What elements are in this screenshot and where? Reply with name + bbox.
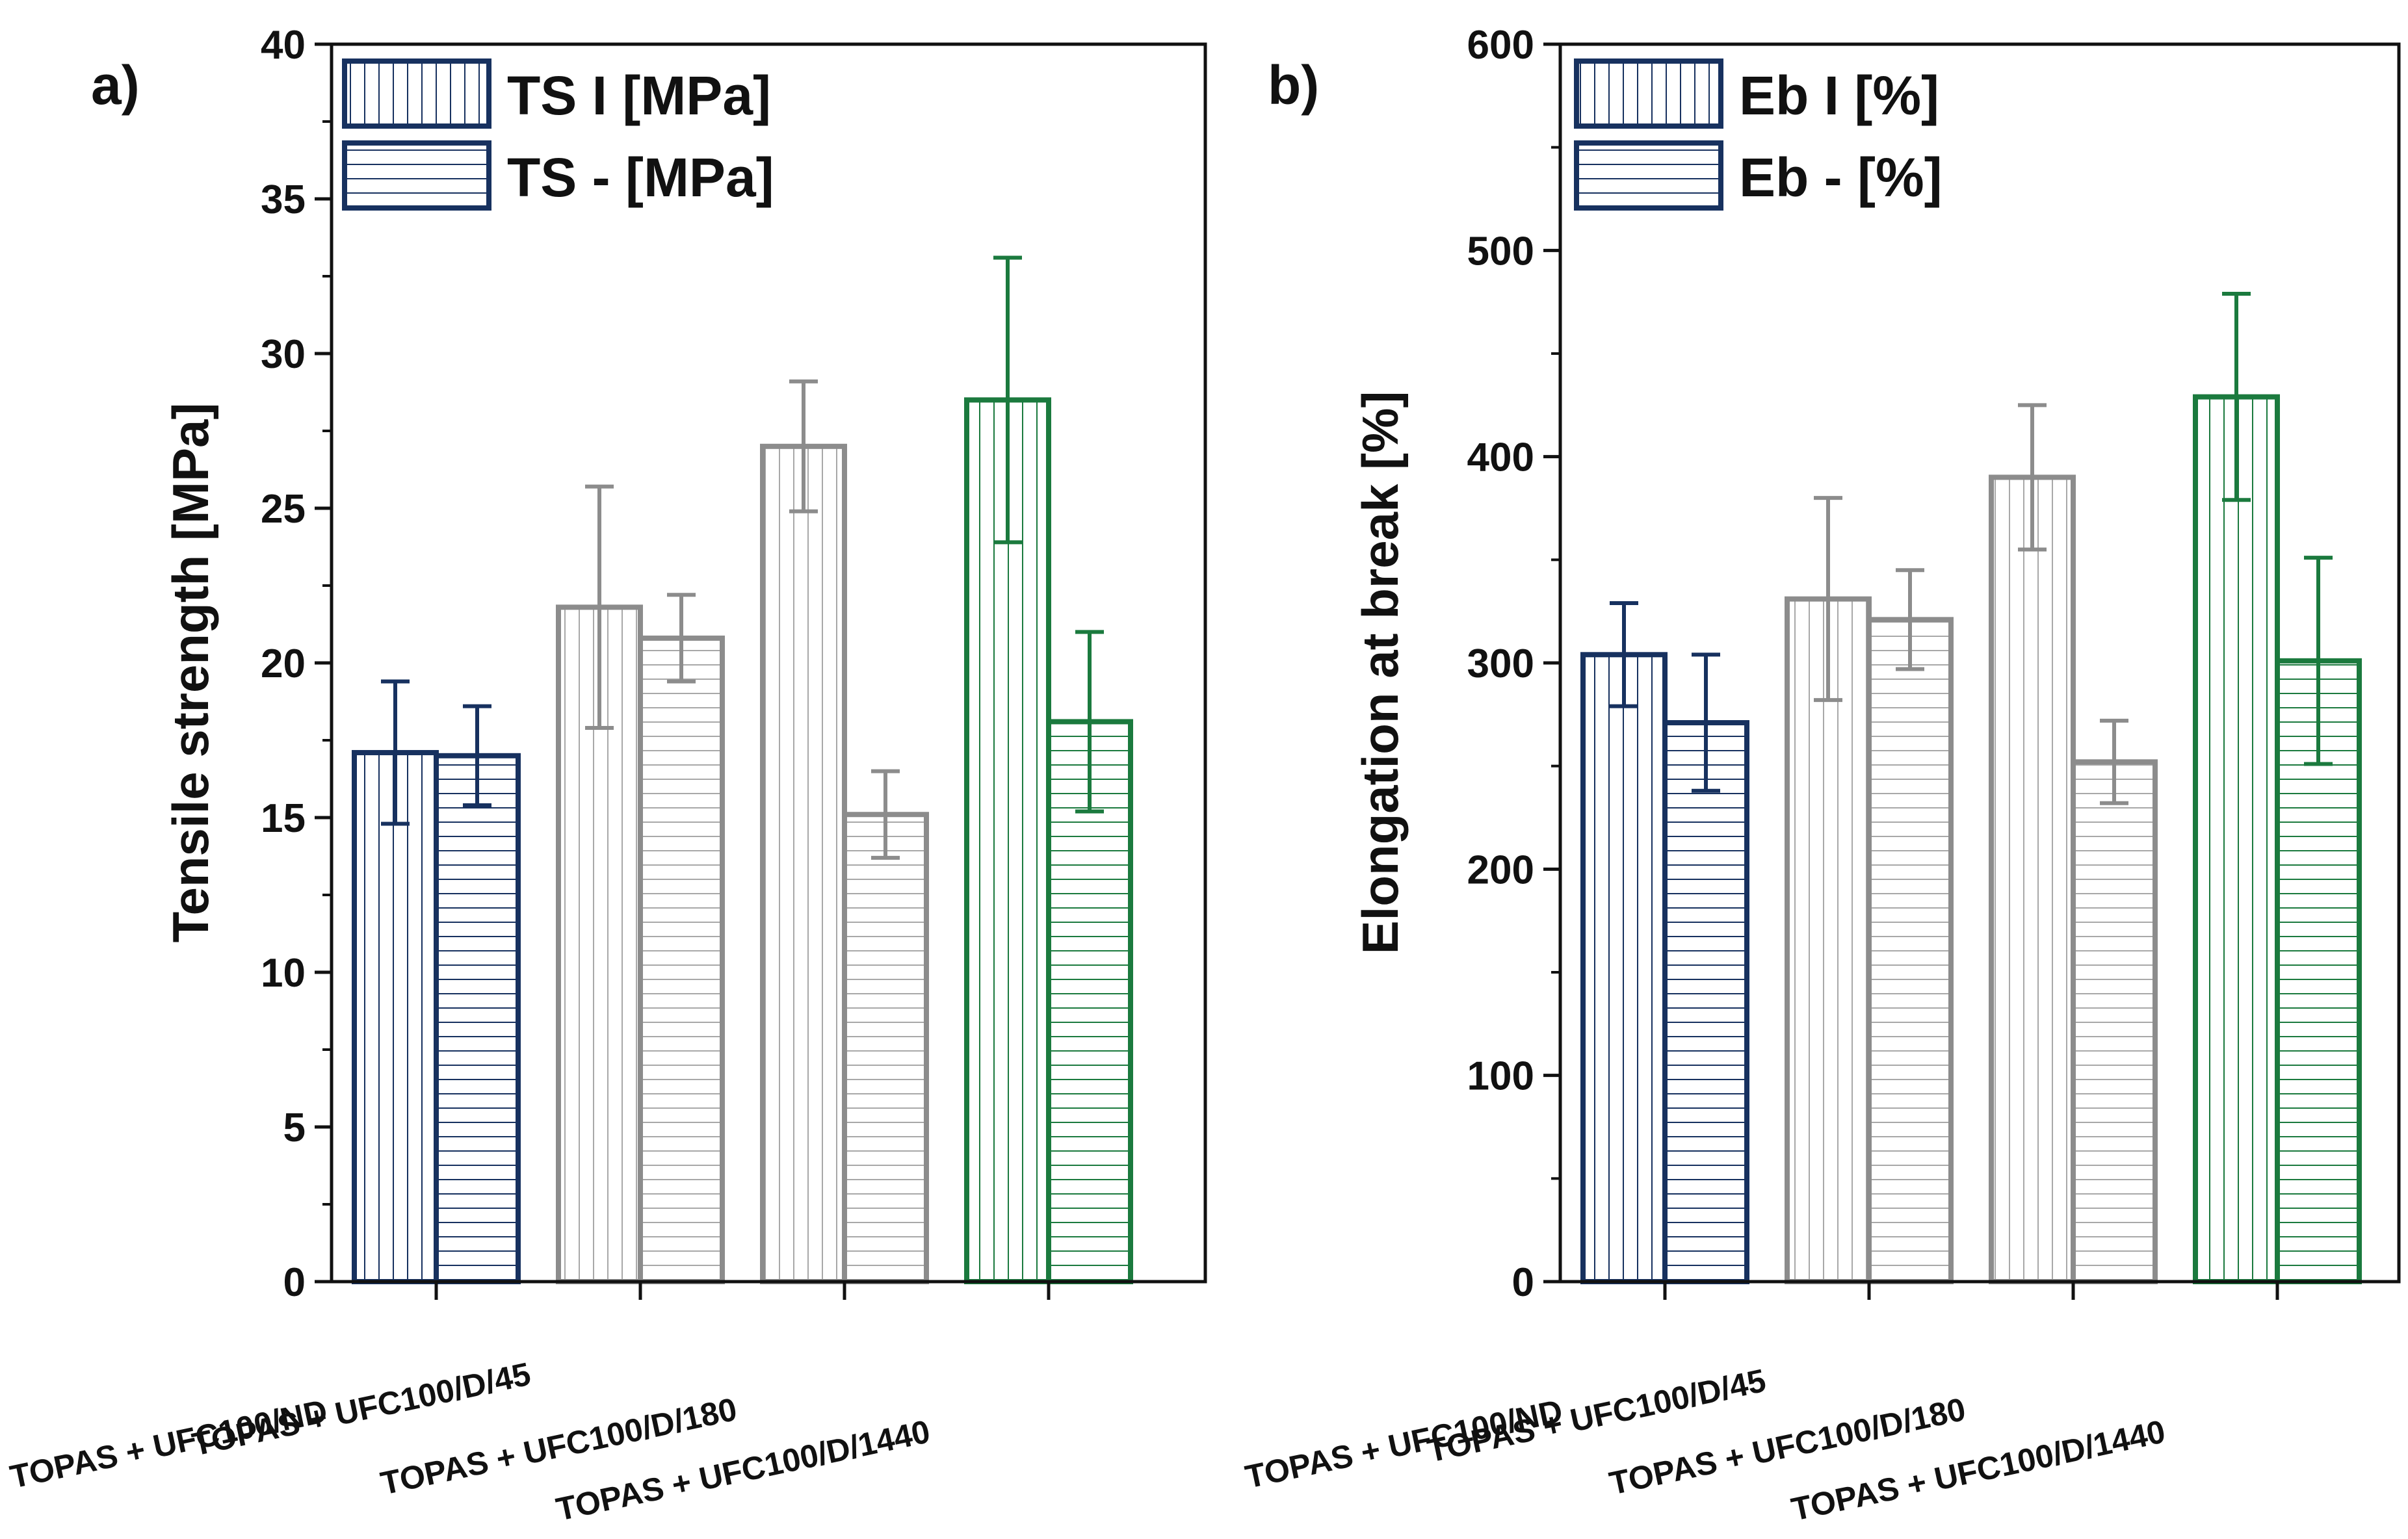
y-tick-label: 400 [1467,435,1534,480]
legend-swatch-horizontal [1574,140,1723,211]
y-tick-label: 5 [283,1106,306,1150]
x-axis-ticks [1663,1282,2279,1300]
y-axis-label: Tensile strength [MPa] [162,403,219,943]
category-labels: TOPAS + UFC100/ND TOPAS + UFC100/D/45 TO… [1242,1362,2169,1528]
y-tick-label: 10 [261,951,306,996]
plot-frame [330,42,1207,1284]
y-tick-label: 600 [1467,23,1534,68]
y-axis-label: Elongation at break [%] [1352,391,1409,955]
y-axis-ticks: 0 100 200 300 400 500 600 [1467,23,1560,1305]
y-tick-label: 35 [261,177,306,222]
legend-label-series-2: Eb - [%] [1739,147,1943,208]
y-tick-label: 15 [261,796,306,841]
y-tick-label: 30 [261,332,306,377]
legend-swatch-vertical [1574,58,1723,129]
elongation-panel: b) Elongation at break [%] 0 100 200 300 400… [1242,23,2401,1528]
bar [352,750,439,1285]
y-tick-label: 20 [261,641,306,686]
y-tick-label: 100 [1467,1054,1534,1099]
bar [842,812,929,1284]
bars [1580,394,2362,1284]
legend: TS I [MPa] TS - [MPa] [342,58,774,211]
legend: Eb I [%] Eb - [%] [1574,58,1943,211]
legend-label-series-1: TS I [MPa] [507,65,771,126]
y-axis-ticks: 0 5 10 15 20 25 30 35 40 [261,23,332,1305]
legend-swatch-horizontal [342,140,491,211]
panel-label: a) [91,55,140,116]
y-tick-label: 0 [283,1260,306,1305]
bar [760,443,847,1284]
y-tick-label: 300 [1467,641,1534,686]
bar [434,753,521,1285]
y-tick-label: 0 [1512,1260,1534,1305]
legend-label-series-1: Eb I [%] [1739,65,1939,126]
bar [1662,720,1749,1284]
category-labels: TOPAS + UFC100/ND TOPAS + UFC100/D/45 TO… [7,1356,934,1528]
y-tick-label: 200 [1467,847,1534,892]
x-axis-ticks [434,1282,1051,1300]
bar [2071,759,2158,1284]
bar [1989,474,2076,1284]
legend-label-series-2: TS - [MPa] [507,147,774,208]
tensile-strength-panel: a) Tensile strength [MPa] 0 5 10 15 20 25 30 35… [7,23,1207,1528]
error-bars [381,255,1104,860]
bar [1580,652,1668,1284]
bar [1785,596,1872,1284]
error-bars [1610,291,2333,805]
bars [352,397,1133,1285]
bar [2193,394,2280,1284]
bar [638,635,725,1284]
bar [1866,617,1954,1284]
y-tick-label: 40 [261,23,306,68]
legend-swatch-vertical [342,58,491,129]
plot-frame [1558,42,2401,1284]
panel-label: b) [1268,55,1319,116]
y-tick-label: 500 [1467,229,1534,274]
y-tick-label: 25 [261,487,306,532]
